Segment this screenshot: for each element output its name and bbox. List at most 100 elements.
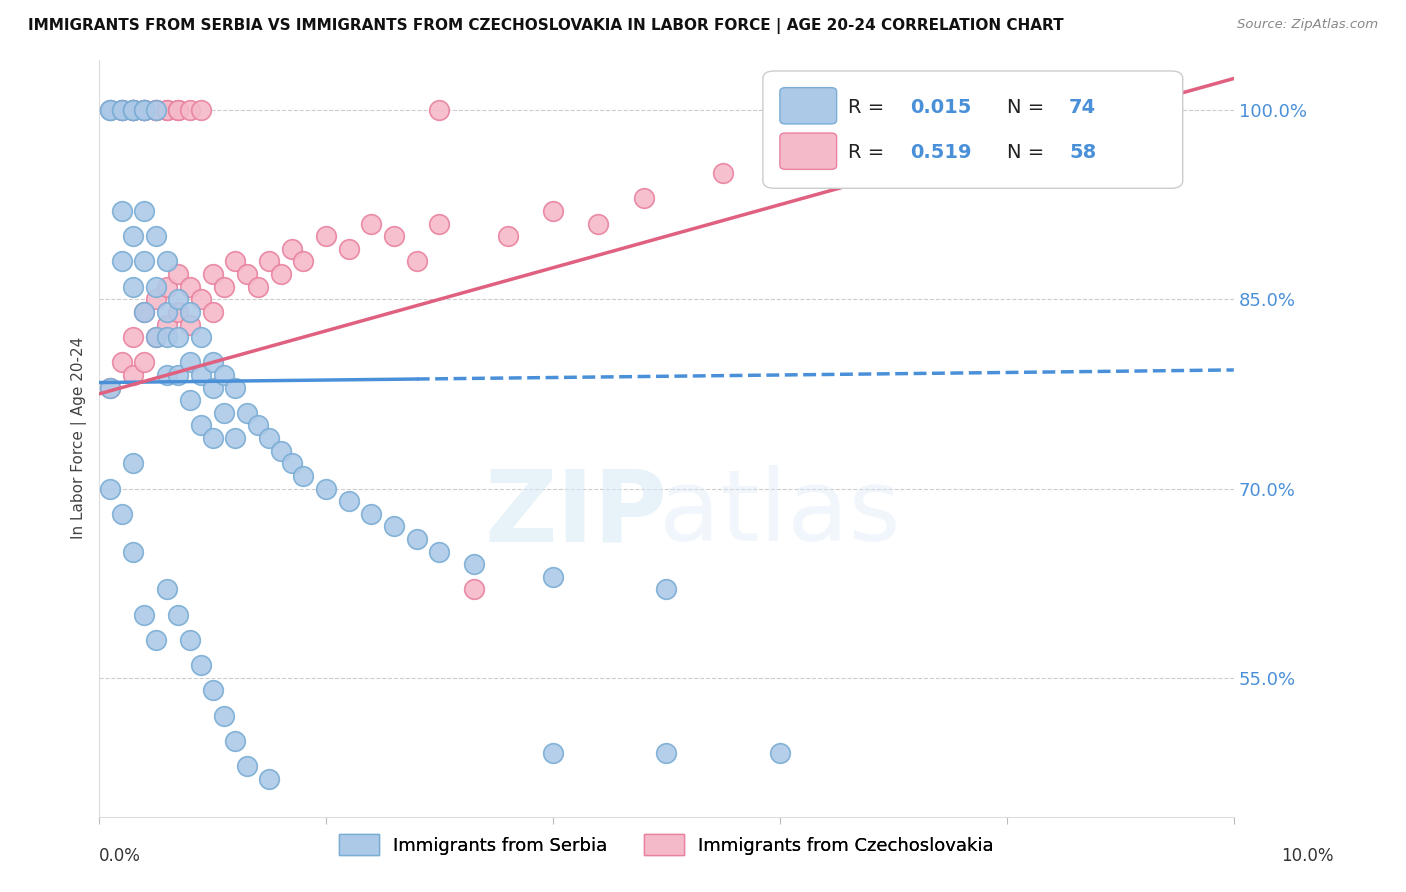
Point [122,103,145,117]
Text: 0.519: 0.519 [910,144,972,162]
Point [145,103,167,117]
Point [259,431,281,445]
Point [156,279,179,293]
Point [179,103,201,117]
Point [167,103,190,117]
Point [100,381,122,395]
Point [541,204,564,219]
Point [190,330,212,344]
Point [201,305,224,319]
Point [156,330,179,344]
Point [167,103,190,117]
Y-axis label: In Labor Force | Age 20-24: In Labor Force | Age 20-24 [72,337,87,539]
Point [429,544,451,558]
Point [588,217,610,231]
Point [315,482,337,496]
Point [224,254,246,268]
Point [859,128,882,143]
Point [156,103,179,117]
Point [541,747,564,761]
Point [429,103,451,117]
Point [111,507,134,521]
Point [100,381,122,395]
Point [463,582,485,597]
Point [190,368,212,382]
Point [212,406,235,420]
Point [429,217,451,231]
Point [270,443,292,458]
Point [360,507,382,521]
Text: 58: 58 [1069,144,1097,162]
Point [179,305,201,319]
Point [111,103,134,117]
Point [100,103,122,117]
Text: 0.015: 0.015 [910,98,972,117]
Point [134,103,156,117]
Point [134,103,156,117]
Point [134,607,156,622]
Point [145,103,167,117]
Point [281,456,304,470]
Point [270,267,292,281]
Point [122,229,145,244]
Point [315,229,337,244]
Text: Source: ZipAtlas.com: Source: ZipAtlas.com [1237,18,1378,31]
Point [259,254,281,268]
Point [201,355,224,369]
Point [167,267,190,281]
Point [111,254,134,268]
Point [100,103,122,117]
Text: IMMIGRANTS FROM SERBIA VS IMMIGRANTS FROM CZECHOSLOVAKIA IN LABOR FORCE | AGE 20: IMMIGRANTS FROM SERBIA VS IMMIGRANTS FRO… [28,18,1064,34]
Point [235,406,257,420]
Point [224,431,246,445]
Point [122,103,145,117]
Point [122,368,145,382]
Point [145,330,167,344]
Point [212,708,235,723]
Point [190,293,212,307]
Point [111,103,134,117]
Point [201,267,224,281]
Point [122,103,145,117]
Point [201,431,224,445]
Point [145,632,167,647]
Legend: Immigrants from Serbia, Immigrants from Czechoslovakia: Immigrants from Serbia, Immigrants from … [330,825,1002,864]
Point [405,532,427,546]
Text: N =: N = [1007,98,1050,117]
Point [122,544,145,558]
Point [405,254,427,268]
Point [337,494,360,508]
Point [711,166,734,180]
Text: N =: N = [1007,144,1050,162]
Point [179,355,201,369]
Point [792,103,814,117]
Point [212,368,235,382]
Point [167,293,190,307]
Point [201,683,224,698]
Point [122,330,145,344]
Point [145,229,167,244]
Point [134,254,156,268]
Point [167,607,190,622]
Text: 0.0%: 0.0% [98,847,141,865]
Point [134,305,156,319]
Point [122,103,145,117]
Point [167,305,190,319]
Point [156,103,179,117]
Point [134,103,156,117]
Point [156,582,179,597]
Point [145,330,167,344]
Text: R =: R = [848,144,890,162]
Point [167,330,190,344]
Point [179,393,201,408]
Point [259,772,281,786]
Point [145,279,167,293]
Point [134,355,156,369]
Point [246,279,269,293]
Point [134,204,156,219]
Point [145,103,167,117]
Text: 74: 74 [1069,98,1097,117]
Text: atlas: atlas [659,466,901,562]
Point [100,103,122,117]
Point [360,217,382,231]
